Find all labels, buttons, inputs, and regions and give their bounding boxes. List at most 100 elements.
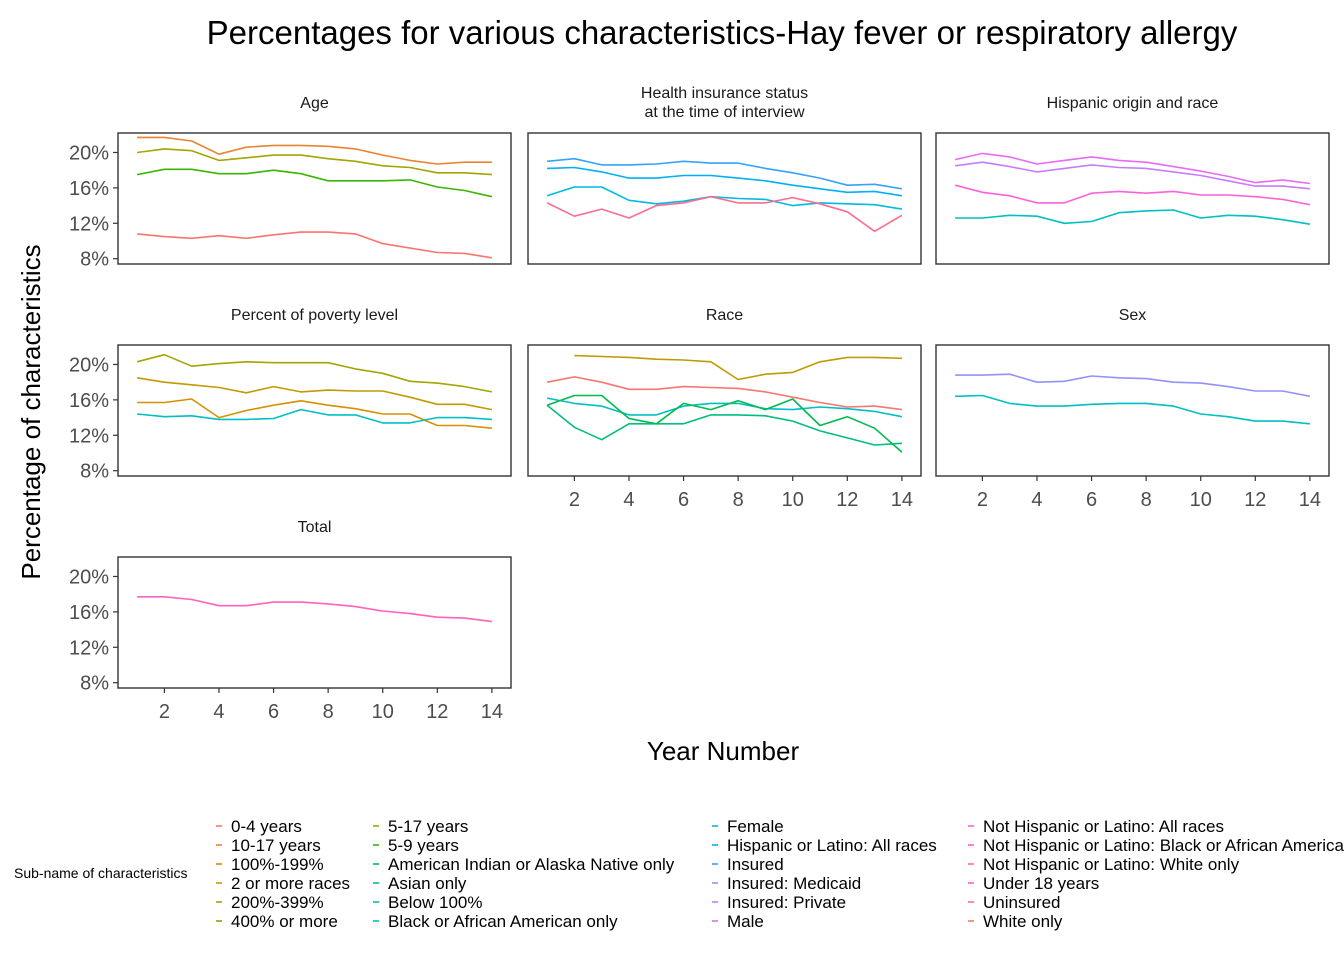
x-tick-label-sex-10: 10 [1190, 489, 1212, 511]
legend: Sub-name of characteristics 0-4 years10-1… [14, 817, 1344, 931]
x-tick-label-race-12: 12 [836, 489, 858, 511]
y-tick-label-percent-of-poverty-level-12: 12% [69, 425, 109, 447]
y-tick-label-total-12: 12% [69, 637, 109, 659]
y-tick-label-age-16: 16% [69, 178, 109, 200]
legend-label-10-17-years: 10-17 years [231, 836, 321, 855]
y-tick-label-total-16: 16% [69, 602, 109, 624]
series-line-sex-male [955, 373, 1311, 398]
legend-label-not-hispanic-or-latino-all-races: Not Hispanic or Latino: All races [983, 817, 1224, 836]
x-tick-label-race-2: 2 [569, 489, 580, 511]
legend-label-0-4-years: 0-4 years [231, 817, 302, 836]
series-line-total-total [137, 596, 493, 623]
series-line-health-insurance-status-at-the-time-of-interview-insured-medicaid [546, 186, 903, 210]
series-line-percent-of-poverty-level-200-399 [136, 377, 493, 411]
facet-title-total: Total [298, 519, 332, 536]
series-line-hispanic-origin-and-race-hispanic-or-latino-all-races [955, 209, 1311, 225]
facet-title-health-insurance-status-at-the-time-of-interview-line2: at the time of interview [644, 104, 805, 121]
facet-total: Total 8% 12% 16% 20% 2 4 6 8 10 12 14 [69, 519, 512, 723]
y-tick-label-percent-of-poverty-level-16: 16% [69, 390, 109, 412]
legend-label-white-only: White only [983, 912, 1063, 931]
panel-border-health-insurance-status-at-the-time-of-interview [527, 132, 922, 265]
series-line-percent-of-poverty-level-below-100 [137, 408, 492, 424]
chart-title: Percentages for various characteristics-… [207, 14, 1238, 51]
y-tick-label-age-12: 12% [69, 213, 109, 235]
x-tick-label-race-6: 6 [678, 489, 689, 511]
x-tick-label-total-14: 14 [481, 701, 503, 723]
series-line-age-10-17-years [137, 136, 492, 165]
series-line-hispanic-origin-and-race-not-hispanic-or-latino-black-or-african-american-only [954, 184, 1311, 206]
facet-health-insurance-status-at-the-time-of-interview: Health insurance status at the time of in… [527, 85, 922, 265]
series-line-race-white-only [546, 376, 903, 411]
series-line-age-5-17-years [136, 148, 492, 176]
x-tick-label-total-6: 6 [268, 701, 279, 723]
series-line-health-insurance-status-at-the-time-of-interview-insured-private [547, 166, 903, 197]
x-tick-label-sex-8: 8 [1141, 489, 1152, 511]
series-line-age-5-9-years [136, 168, 493, 198]
panel-border-total [117, 556, 512, 689]
legend-label-insured-private: Insured: Private [727, 893, 846, 912]
facet-title-age: Age [300, 95, 329, 112]
legend-label-under-18-years: Under 18 years [983, 874, 1099, 893]
legend-label-5-17-years: 5-17 years [388, 817, 468, 836]
y-tick-label-age-8: 8% [80, 249, 109, 271]
x-tick-label-total-8: 8 [323, 701, 334, 723]
series-line-health-insurance-status-at-the-time-of-interview-uninsured [546, 195, 903, 233]
x-tick-label-sex-6: 6 [1086, 489, 1097, 511]
series-line-race-asian-only [574, 354, 902, 381]
legend-label-200-399: 200%-399% [231, 893, 324, 912]
panel-border-age [117, 132, 512, 265]
facet-percent-of-poverty-level: Percent of poverty level 8% 12% 16% 20% [69, 307, 512, 483]
y-tick-label-percent-of-poverty-level-8: 8% [80, 461, 109, 483]
x-tick-label-total-4: 4 [213, 701, 224, 723]
x-tick-label-sex-14: 14 [1299, 489, 1321, 511]
series-line-hispanic-origin-and-race-not-hispanic-or-latino-all-races [954, 161, 1310, 190]
panel-border-percent-of-poverty-level [117, 344, 512, 477]
facet-sex: Sex 2 4 6 8 10 12 14 [935, 307, 1330, 511]
series-line-sex-female [955, 394, 1310, 425]
facet-title-sex: Sex [1119, 307, 1147, 324]
series-line-race-2-or-more-races [546, 404, 902, 446]
legend-label-not-hispanic-or-latino-black-or-african-american-only: Not Hispanic or Latino: Black or African… [983, 836, 1344, 855]
legend-label-black-or-african-american-only: Black or African American only [388, 912, 618, 931]
series-line-race-black-or-african-american-only [546, 397, 903, 418]
facet-hispanic-origin-and-race: Hispanic origin and race [935, 95, 1330, 265]
legend-label-400-or-more: 400% or more [231, 912, 338, 931]
x-tick-label-sex-2: 2 [977, 489, 988, 511]
facet-title-health-insurance-status-at-the-time-of-interview-line1: Health insurance status [641, 85, 808, 102]
legend-label-insured-medicaid: Insured: Medicaid [727, 874, 861, 893]
legend-label-100-199: 100%-199% [231, 855, 324, 874]
y-axis-label: Percentage of characteristics [16, 244, 46, 579]
x-tick-label-race-8: 8 [733, 489, 744, 511]
series-line-health-insurance-status-at-the-time-of-interview-insured [547, 157, 903, 190]
panel-border-race [527, 344, 922, 477]
x-axis-label: Year Number [647, 736, 800, 766]
x-tick-label-sex-4: 4 [1031, 489, 1042, 511]
facet-title-hispanic-origin-and-race: Hispanic origin and race [1047, 95, 1219, 112]
x-tick-label-race-10: 10 [782, 489, 804, 511]
facet-race: Race 2 4 6 8 10 12 14 [527, 307, 922, 511]
legend-label-female: Female [727, 817, 784, 836]
series-line-age-0-4-years [137, 231, 493, 259]
facet-age: Age 8% 12% 16% 20% [69, 95, 512, 271]
legend-label-insured: Insured [727, 855, 784, 874]
legend-label-asian-only: Asian only [388, 874, 467, 893]
y-tick-label-age-20: 20% [69, 142, 109, 164]
y-tick-label-total-8: 8% [80, 673, 109, 695]
facet-title-race: Race [706, 307, 743, 324]
legend-label-not-hispanic-or-latino-white-only: Not Hispanic or Latino: White only [983, 855, 1240, 874]
series-line-percent-of-poverty-level-400-or-more [136, 353, 493, 393]
x-tick-label-sex-12: 12 [1244, 489, 1266, 511]
legend-title: Sub-name of characteristics [14, 865, 188, 881]
panel-border-hispanic-origin-and-race [935, 132, 1330, 265]
x-tick-label-total-10: 10 [372, 701, 394, 723]
x-tick-label-total-2: 2 [159, 701, 170, 723]
legend-label-american-indian-or-alaska-native-only: American Indian or Alaska Native only [388, 855, 675, 874]
panel-border-sex [935, 344, 1330, 477]
series-line-hispanic-origin-and-race-not-hispanic-or-latino-white-only [954, 152, 1311, 185]
x-tick-label-race-14: 14 [891, 489, 913, 511]
legend-label-2-or-more-races: 2 or more races [231, 874, 350, 893]
series-line-percent-of-poverty-level-100-199 [137, 398, 492, 429]
x-tick-label-total-12: 12 [426, 701, 448, 723]
